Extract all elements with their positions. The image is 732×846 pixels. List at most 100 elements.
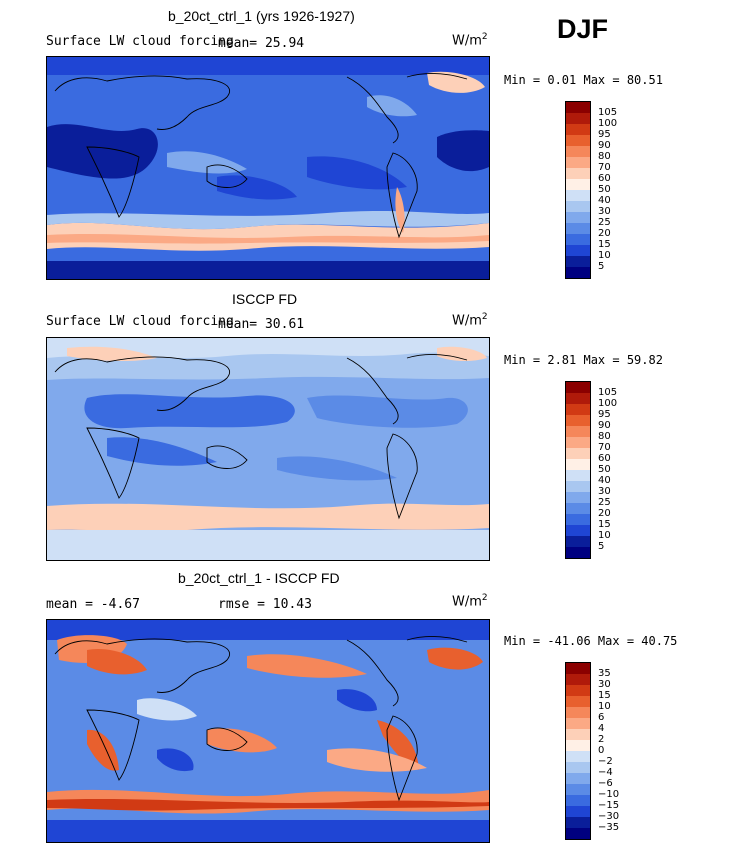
colorbar-level-label: 80 — [598, 151, 611, 162]
panel-1-minmax: Min = 0.01 Max = 80.51 — [504, 73, 663, 87]
panel-3-colorbar — [565, 662, 591, 840]
colorbar-swatch — [565, 190, 591, 201]
colorbar-swatch — [565, 784, 591, 795]
colorbar-swatch — [565, 168, 591, 179]
colorbar-swatch — [565, 223, 591, 234]
colorbar-swatch — [565, 179, 591, 190]
colorbar-level-label: 5 — [598, 541, 605, 552]
colorbar-swatch — [565, 245, 591, 256]
colorbar-level-label: 40 — [598, 195, 611, 206]
colorbar-level-label: 100 — [598, 118, 618, 129]
panel-2-field-label: Surface LW cloud forcing — [46, 314, 234, 329]
colorbar-swatch — [565, 751, 591, 762]
panel-2-title: ISCCP FD — [232, 291, 298, 307]
colorbar-swatch — [565, 381, 591, 393]
colorbar-level-label: 60 — [598, 453, 611, 464]
season-label: DJF — [557, 14, 609, 44]
colorbar-swatch — [565, 773, 591, 784]
colorbar-swatch — [565, 696, 591, 707]
panel-2-mean: mean= 30.61 — [218, 317, 305, 332]
colorbar-swatch — [565, 201, 591, 212]
colorbar-swatch — [565, 437, 591, 448]
colorbar-level-label: 90 — [598, 140, 611, 151]
colorbar-swatch — [565, 267, 591, 279]
colorbar-level-label: 6 — [598, 712, 605, 723]
panel-3-rmse: rmse = 10.43 — [218, 597, 312, 612]
colorbar-swatch — [565, 503, 591, 514]
colorbar-swatch — [565, 470, 591, 481]
colorbar-swatch — [565, 514, 591, 525]
colorbar-swatch — [565, 146, 591, 157]
panel-3-title: b_20ct_ctrl_1 - ISCCP FD — [178, 570, 340, 586]
colorbar-swatch — [565, 662, 591, 674]
colorbar-level-label: 0 — [598, 745, 605, 756]
panel-1-field-label: Surface LW cloud forcing — [46, 34, 234, 49]
colorbar-swatch — [565, 492, 591, 503]
colorbar-level-label: 95 — [598, 409, 611, 420]
colorbar-level-label: 20 — [598, 508, 611, 519]
panel-1-colorbar — [565, 101, 591, 279]
panel-3-minmax: Min = -41.06 Max = 40.75 — [504, 634, 678, 648]
colorbar-swatch — [565, 135, 591, 146]
panel-3-units: W/m2 — [452, 593, 488, 610]
colorbar-swatch — [565, 806, 591, 817]
colorbar-swatch — [565, 459, 591, 470]
colorbar-swatch — [565, 707, 591, 718]
panel-2-units: W/m2 — [452, 312, 488, 329]
colorbar-level-label: −2 — [598, 756, 613, 767]
colorbar-swatch — [565, 547, 591, 559]
colorbar-swatch — [565, 157, 591, 168]
panel-1-title: b_20ct_ctrl_1 (yrs 1926-1927) — [168, 8, 355, 24]
colorbar-level-label: 50 — [598, 464, 611, 475]
colorbar-level-label: 100 — [598, 398, 618, 409]
colorbar-level-label: 105 — [598, 107, 618, 118]
colorbar-swatch — [565, 729, 591, 740]
colorbar-level-label: −15 — [598, 800, 620, 811]
colorbar-level-label: 105 — [598, 387, 618, 398]
colorbar-level-label: −10 — [598, 789, 620, 800]
colorbar-level-label: 30 — [598, 206, 611, 217]
panel-1-map — [46, 56, 490, 280]
panel-2-colorbar — [565, 381, 591, 559]
colorbar-swatch — [565, 817, 591, 828]
colorbar-swatch — [565, 740, 591, 751]
colorbar-level-label: −6 — [598, 778, 613, 789]
panel-2-map — [46, 337, 490, 561]
colorbar-level-label: 30 — [598, 486, 611, 497]
colorbar-level-label: 50 — [598, 184, 611, 195]
colorbar-swatch — [565, 393, 591, 404]
colorbar-swatch — [565, 828, 591, 840]
colorbar-swatch — [565, 256, 591, 267]
colorbar-swatch — [565, 795, 591, 806]
colorbar-level-label: 70 — [598, 442, 611, 453]
colorbar-swatch — [565, 124, 591, 135]
colorbar-swatch — [565, 685, 591, 696]
colorbar-level-label: 25 — [598, 497, 611, 508]
colorbar-level-label: 15 — [598, 690, 611, 701]
panel-3-colorbar-labels: 35 30 15 10 6 4 2 0 −2 −4 −6 −10 −15 −30 −35 — [598, 662, 620, 833]
panel-3-map — [46, 619, 490, 843]
colorbar-swatch — [565, 525, 591, 536]
colorbar-level-label: −4 — [598, 767, 613, 778]
colorbar-swatch — [565, 426, 591, 437]
colorbar-level-label: 90 — [598, 420, 611, 431]
colorbar-swatch — [565, 415, 591, 426]
colorbar-level-label: 10 — [598, 250, 611, 261]
colorbar-level-label: −35 — [598, 822, 620, 833]
colorbar-swatch — [565, 212, 591, 223]
panel-3-mean: mean = -4.67 — [46, 597, 140, 612]
colorbar-swatch — [565, 674, 591, 685]
colorbar-swatch — [565, 404, 591, 415]
colorbar-swatch — [565, 101, 591, 113]
colorbar-level-label: 35 — [598, 668, 611, 679]
panel-1-units: W/m2 — [452, 32, 488, 49]
panel-1-colorbar-labels: 105 100 95 90 80 70 60 50 40 30 25 20 15 10 5 — [598, 101, 618, 272]
colorbar-swatch — [565, 718, 591, 729]
colorbar-level-label: 40 — [598, 475, 611, 486]
colorbar-level-label: 2 — [598, 734, 605, 745]
panel-2-colorbar-labels: 105 100 95 90 80 70 60 50 40 30 25 20 15 10 5 — [598, 381, 618, 552]
colorbar-level-label: 20 — [598, 228, 611, 239]
colorbar-level-label: 25 — [598, 217, 611, 228]
colorbar-level-label: 70 — [598, 162, 611, 173]
colorbar-level-label: 4 — [598, 723, 605, 734]
